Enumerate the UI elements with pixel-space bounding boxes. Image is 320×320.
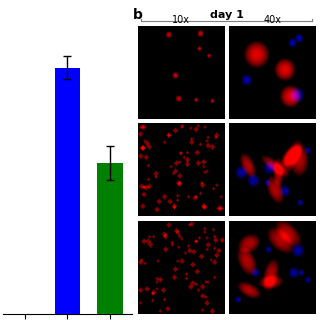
Title: 10x: 10x: [172, 15, 190, 25]
Title: 40x: 40x: [263, 15, 281, 25]
Text: day 1: day 1: [210, 10, 244, 20]
Text: b: b: [133, 8, 143, 22]
Bar: [97, 163, 123, 314]
Bar: [55, 68, 80, 314]
